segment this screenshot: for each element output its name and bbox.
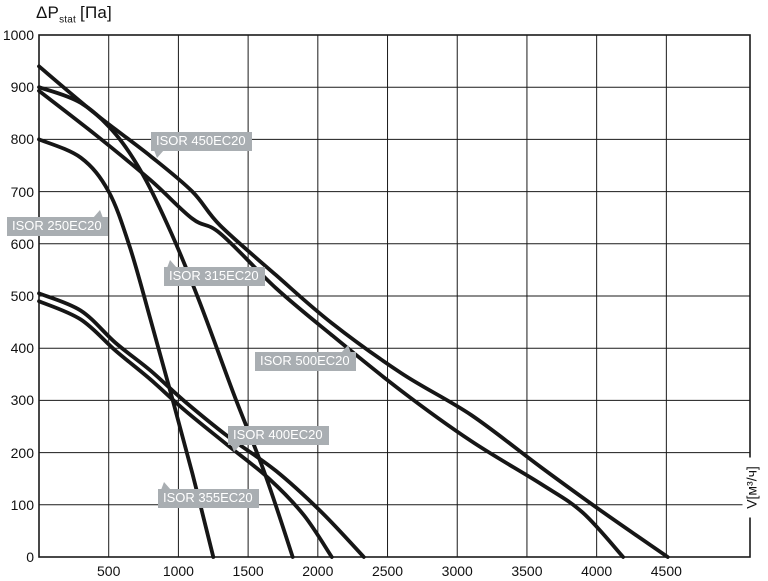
curve-isor-450ec20 (37, 88, 625, 559)
x-tick-label: 3000 (441, 563, 473, 579)
y-tick-label: 700 (10, 183, 34, 200)
series-label-pointer (340, 345, 351, 353)
y-tick-label: 800 (10, 131, 34, 148)
y-axis-title-symbol: ΔP (36, 3, 60, 22)
y-axis-title-unit: [Па] (80, 3, 112, 22)
curve-isor-400ec20 (37, 291, 366, 559)
series-label-isor-450ec20: ISOR 450EC20 (151, 132, 252, 158)
y-tick-label: 400 (10, 340, 34, 357)
x-tick-label: 500 (97, 563, 121, 579)
y-axis-title: ΔPstat [Па] (36, 3, 112, 25)
x-axis-label: V[м³/ч] (742, 457, 762, 518)
series-label-pointer (92, 210, 103, 218)
y-tick-label: 500 (10, 288, 34, 304)
series-label-pointer (154, 150, 164, 158)
series-label-isor-355ec20: ISOR 355EC20 (158, 482, 259, 508)
x-tick-label: 2500 (371, 563, 404, 579)
y-tick-label: 0 (26, 549, 34, 565)
x-tick-label: 4500 (650, 563, 682, 579)
y-tick-label: 300 (10, 392, 34, 409)
x-tick-label: 1000 (162, 563, 194, 579)
curve-isor-500ec20 (37, 64, 670, 559)
series-label-pointer (161, 482, 171, 490)
plot-frame (38, 34, 751, 558)
curve-isor-250ec20 (37, 137, 216, 559)
curve-isor-355ec20 (37, 299, 334, 559)
y-axis-title-subscript: stat (59, 14, 77, 26)
x-tick-label: 1500 (232, 563, 264, 579)
series-label-isor-250ec20: ISOR 250EC20 (7, 210, 108, 236)
x-tick-label: 3500 (511, 563, 543, 579)
series-label-isor-500ec20: ISOR 500EC20 (255, 345, 356, 371)
y-tick-label: 200 (10, 444, 34, 461)
series-label-pointer (167, 260, 177, 268)
series-label-isor-400ec20: ISOR 400EC20 (228, 426, 329, 452)
series-label-pointer (231, 444, 241, 452)
y-tick-label: 600 (10, 235, 34, 252)
y-tick-label: 1000 (2, 27, 34, 43)
y-tick-label: 100 (10, 496, 34, 513)
x-tick-label: 2000 (302, 563, 334, 579)
x-tick-label: 4000 (581, 563, 613, 579)
y-tick-label: 900 (10, 79, 34, 96)
series-label-isor-315ec20: ISOR 315EC20 (164, 260, 265, 286)
